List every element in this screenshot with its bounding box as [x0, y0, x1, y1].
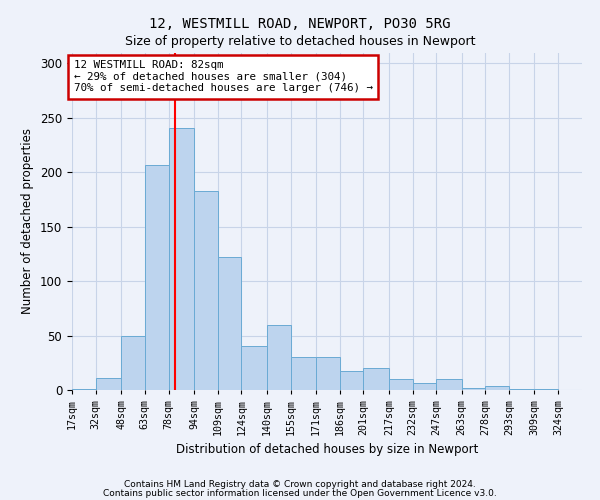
Bar: [72, 389, 96, 390]
Bar: [485, 386, 509, 390]
Bar: [145, 164, 169, 390]
Bar: [509, 389, 535, 390]
Bar: [218, 257, 241, 390]
Bar: [194, 191, 218, 390]
X-axis label: Distribution of detached houses by size in Newport: Distribution of detached houses by size …: [176, 444, 478, 456]
Bar: [461, 388, 485, 390]
Text: Size of property relative to detached houses in Newport: Size of property relative to detached ho…: [125, 35, 475, 48]
Bar: [241, 346, 267, 390]
Text: Contains HM Land Registry data © Crown copyright and database right 2024.: Contains HM Land Registry data © Crown c…: [124, 480, 476, 489]
Bar: [96, 378, 121, 390]
Bar: [267, 324, 290, 390]
Y-axis label: Number of detached properties: Number of detached properties: [22, 128, 34, 314]
Bar: [364, 368, 389, 390]
Bar: [340, 372, 364, 390]
Bar: [290, 358, 316, 390]
Text: 12, WESTMILL ROAD, NEWPORT, PO30 5RG: 12, WESTMILL ROAD, NEWPORT, PO30 5RG: [149, 18, 451, 32]
Bar: [121, 336, 145, 390]
Text: Contains public sector information licensed under the Open Government Licence v3: Contains public sector information licen…: [103, 488, 497, 498]
Bar: [535, 389, 558, 390]
Bar: [316, 358, 340, 390]
Bar: [436, 379, 461, 390]
Text: 12 WESTMILL ROAD: 82sqm
← 29% of detached houses are smaller (304)
70% of semi-d: 12 WESTMILL ROAD: 82sqm ← 29% of detache…: [74, 60, 373, 94]
Bar: [413, 384, 436, 390]
Bar: [389, 379, 413, 390]
Bar: [169, 128, 194, 390]
